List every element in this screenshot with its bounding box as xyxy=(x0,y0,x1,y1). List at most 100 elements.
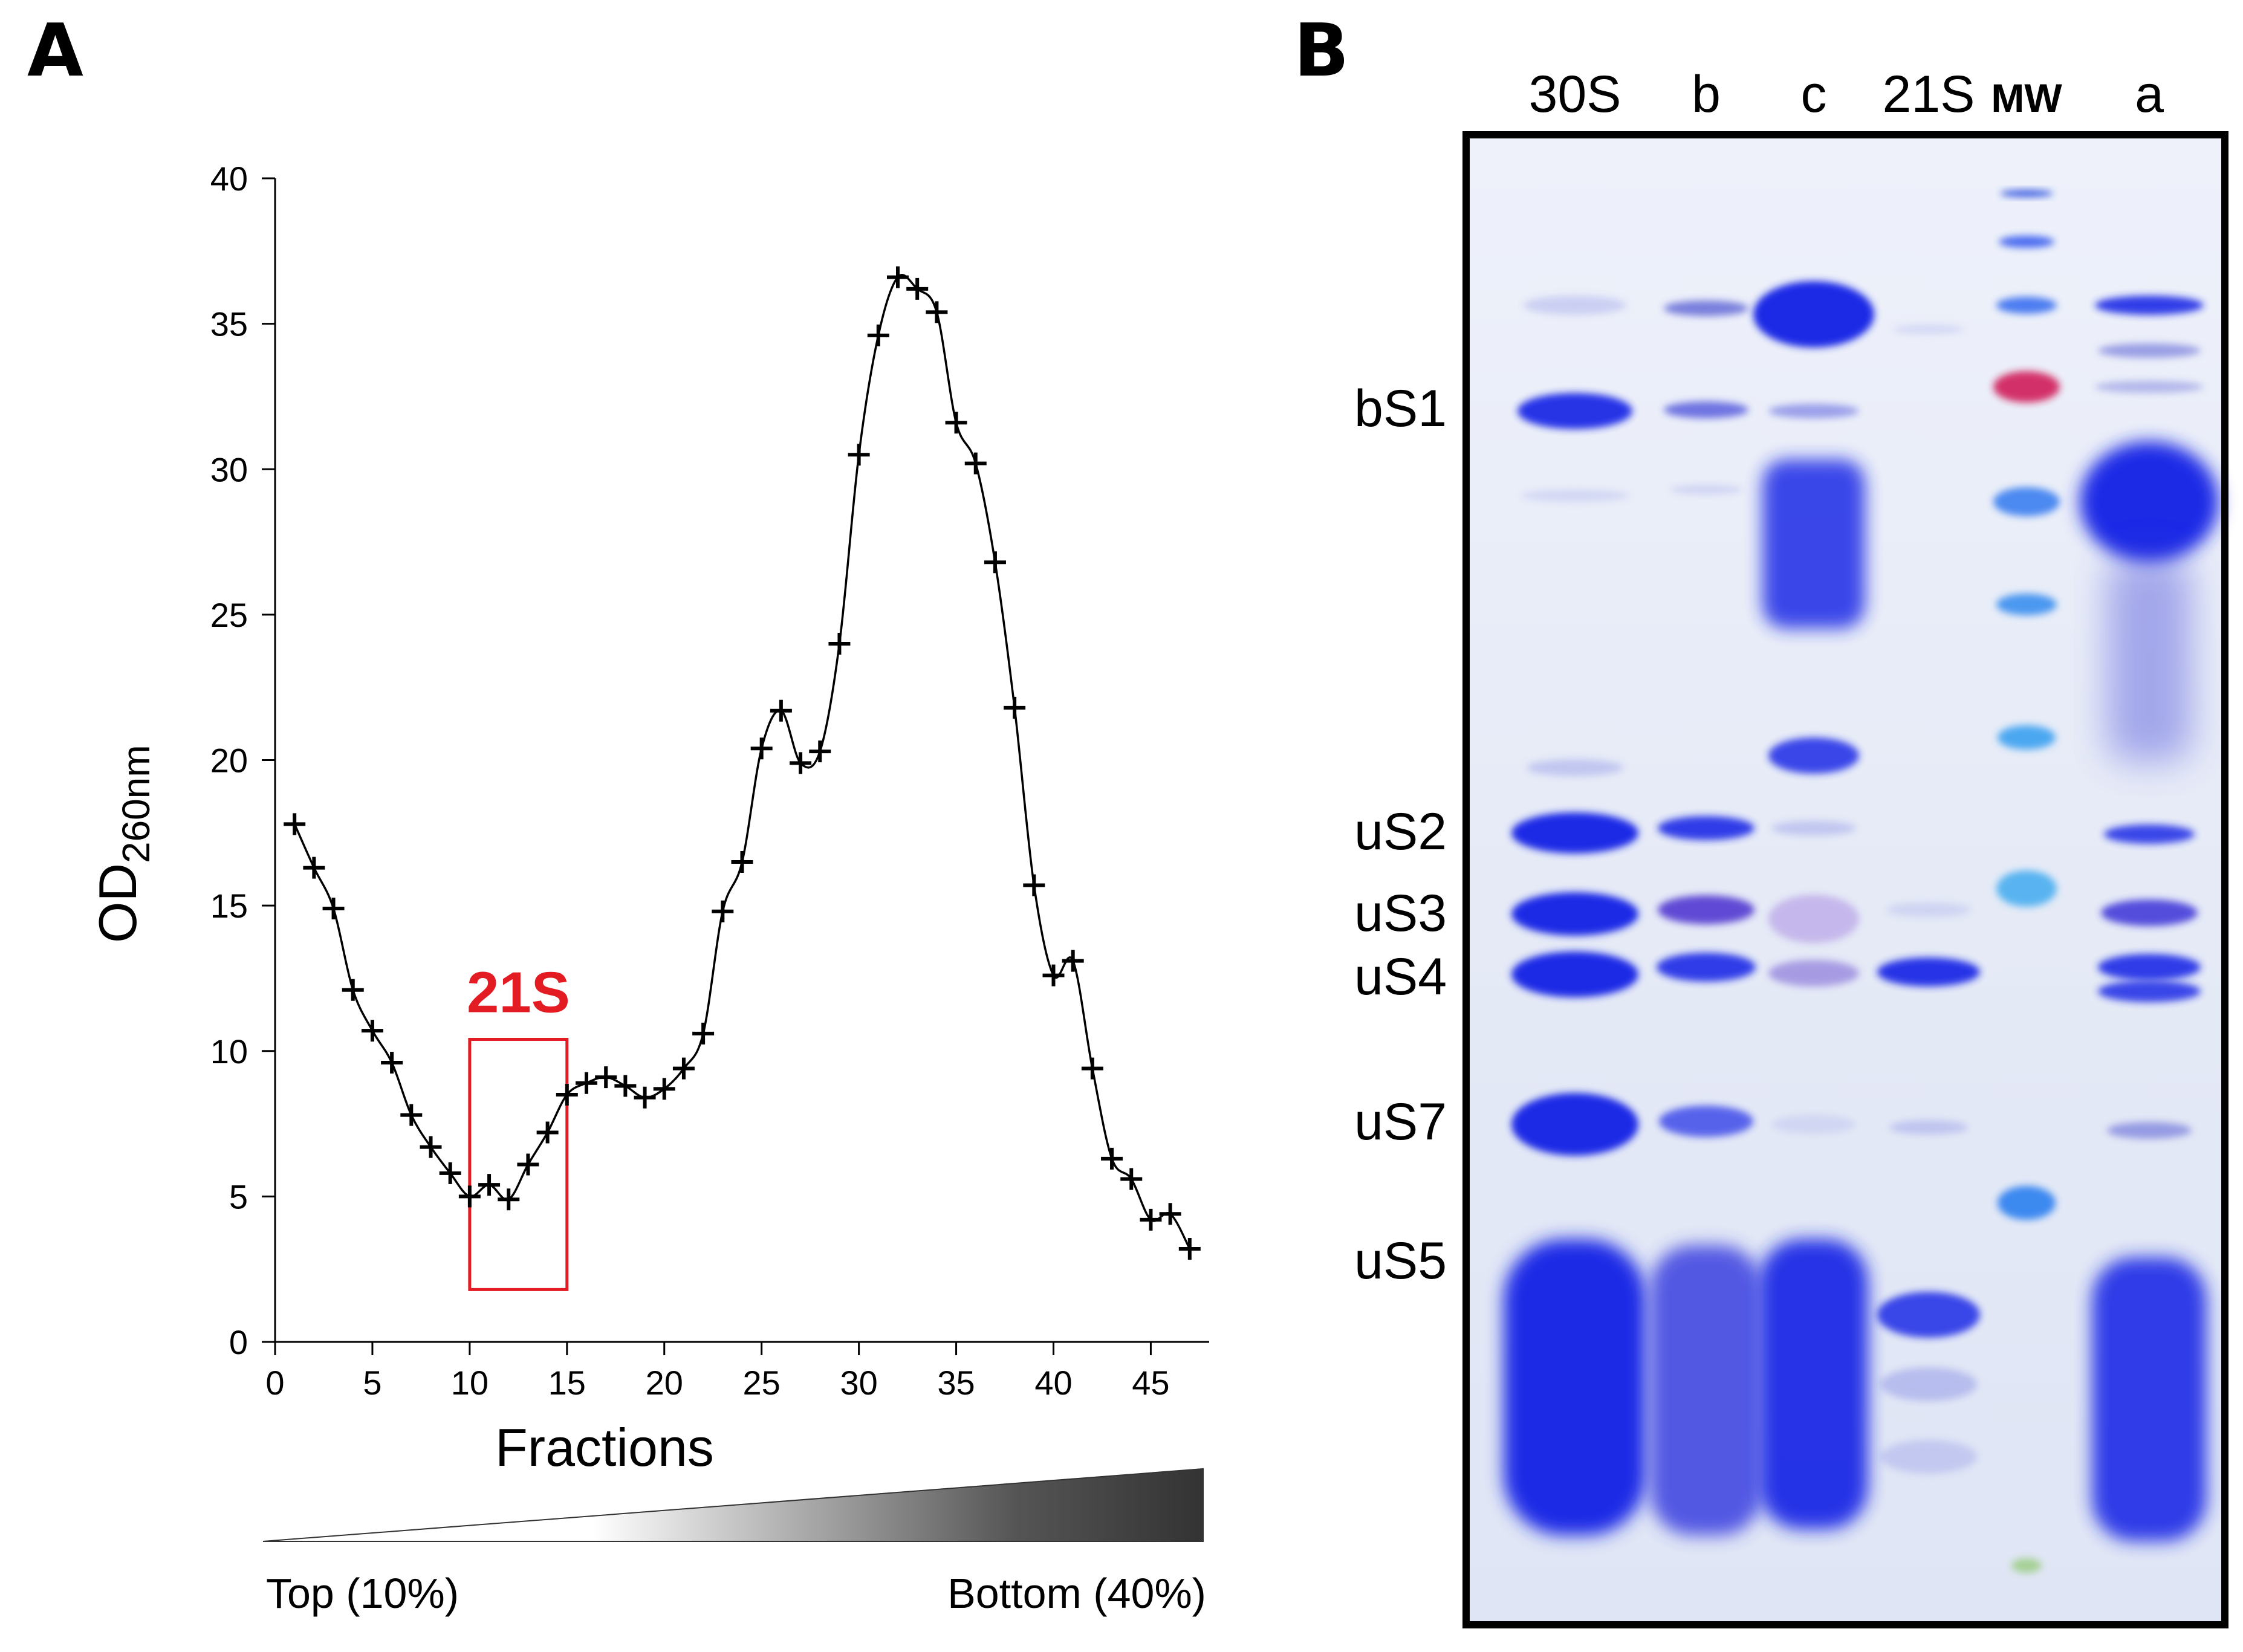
data-point xyxy=(828,633,851,655)
gel-band xyxy=(2098,343,2201,358)
gel-band xyxy=(1768,895,1859,943)
lane-label-mw: MW xyxy=(1991,76,2062,120)
x-tick-label: 0 xyxy=(265,1364,284,1402)
gel-band-mw-9 xyxy=(2011,1558,2042,1573)
data-point xyxy=(1140,1208,1162,1231)
gel-band-a-small-proteins xyxy=(2092,1257,2207,1541)
y-tick-label: 5 xyxy=(229,1177,248,1216)
band-label-us2: uS2 xyxy=(1354,803,1447,861)
data-point xyxy=(576,1072,597,1094)
y-tick-label: 40 xyxy=(210,160,248,198)
data-point xyxy=(750,737,773,760)
gradient-top-label: Top (10%) xyxy=(266,1570,459,1617)
gel-band-b-us2 xyxy=(1658,816,1754,840)
data-point xyxy=(809,740,831,763)
gel-band-b-small-proteins xyxy=(1651,1245,1762,1535)
data-point xyxy=(381,1052,403,1074)
gel-band-30s-us3 xyxy=(1511,892,1638,936)
gel-band-mw-8 xyxy=(1998,1186,2056,1220)
data-point xyxy=(420,1136,442,1158)
data-point xyxy=(284,813,306,835)
gel-band-mw-4 xyxy=(1993,487,2060,516)
data-point xyxy=(439,1162,461,1184)
data-point xyxy=(517,1153,539,1176)
data-point xyxy=(926,301,948,323)
data-point xyxy=(712,900,734,922)
gel-band-b-top xyxy=(1664,300,1748,316)
gel-band-mw-1 xyxy=(1999,236,2054,248)
lane-label-c: c xyxy=(1801,65,1827,123)
gel-band-c-ladder xyxy=(1762,459,1865,629)
gel-band-30s-small-proteins xyxy=(1504,1239,1646,1535)
gel-band-a-top xyxy=(2095,296,2204,315)
data-point xyxy=(790,752,812,774)
gel-band-30s-us2 xyxy=(1511,812,1638,854)
gel-band-b-us7 xyxy=(1659,1106,1753,1137)
x-tick-label: 20 xyxy=(646,1364,683,1402)
gel-band xyxy=(1771,1115,1856,1134)
gel-band xyxy=(1521,490,1629,502)
x-axis-title: Fractions xyxy=(495,1417,714,1477)
y-tick-label: 20 xyxy=(210,742,248,780)
data-point xyxy=(400,1104,423,1126)
density-gradient-wedge xyxy=(262,1468,1204,1542)
x-tick-label: 35 xyxy=(937,1364,975,1402)
band-label-us4: uS4 xyxy=(1354,948,1447,1006)
lane-labels: 30S b c 21S MW a xyxy=(1528,65,2164,123)
data-point xyxy=(1062,950,1084,972)
y-tick-label: 35 xyxy=(210,305,248,343)
gel-band-a-overloaded xyxy=(2080,441,2219,562)
data-point xyxy=(556,1083,578,1106)
y-axis-title: OD260nm xyxy=(88,745,158,943)
data-point xyxy=(614,1075,637,1097)
gel-bands xyxy=(1504,190,2219,1573)
highlight-21s-box xyxy=(468,1038,569,1291)
x-tick-label: 30 xyxy=(840,1364,877,1402)
gel-band-c-small-proteins xyxy=(1759,1239,1868,1529)
data-point xyxy=(1101,1147,1123,1170)
gel-band xyxy=(1768,960,1859,986)
lane-label-30s: 30S xyxy=(1528,65,1621,123)
data-point xyxy=(1081,1057,1103,1080)
gel-band-a-us3 xyxy=(2101,899,2198,926)
data-point xyxy=(342,979,364,1001)
lane-label-21s: 21S xyxy=(1882,65,1975,123)
gel-band-21s-us4 xyxy=(1877,957,1980,986)
gel-band-mw-2 xyxy=(1996,297,2057,314)
data-point xyxy=(1042,964,1065,986)
data-point xyxy=(848,444,870,466)
gel-band xyxy=(1892,325,1965,334)
gel-frame xyxy=(1462,131,2228,1628)
data-point xyxy=(1120,1168,1143,1190)
gel-smear-a xyxy=(2107,556,2192,762)
y-tick-label: 0 xyxy=(229,1323,248,1361)
gel-band-c-top xyxy=(1753,281,1874,348)
data-point xyxy=(498,1188,520,1211)
data-point xyxy=(1023,874,1045,896)
x-tick-label: 40 xyxy=(1034,1364,1072,1402)
data-point xyxy=(692,1022,715,1045)
gel-band xyxy=(1880,1440,1977,1474)
gel-band-21s-low xyxy=(1877,1292,1980,1338)
gel-band-b-us3 xyxy=(1658,895,1754,924)
band-labels: bS1 uS2 uS3 uS4 uS7 uS5 xyxy=(1354,380,1447,1290)
gel-band xyxy=(1771,821,1856,835)
data-point xyxy=(887,266,909,288)
chart-axes xyxy=(274,178,1209,1343)
gel-band xyxy=(1768,404,1859,418)
y-tick-label: 15 xyxy=(210,887,248,925)
data-point xyxy=(653,1078,675,1100)
series-od260 xyxy=(284,266,1201,1260)
gel-band-mw-5 xyxy=(1996,594,2057,615)
gel-band xyxy=(1527,759,1623,776)
x-tick-label: 25 xyxy=(743,1364,781,1402)
y-tick-label: 25 xyxy=(210,596,248,634)
data-point xyxy=(303,857,325,879)
gel-band-30s-us7 xyxy=(1511,1093,1638,1156)
panel-a-letter: A xyxy=(27,9,83,93)
gel-band-mw-3 xyxy=(1993,371,2060,403)
data-point xyxy=(634,1086,656,1109)
band-label-bs1: bS1 xyxy=(1354,380,1447,438)
highlight-21s-label: 21S xyxy=(467,960,570,1025)
